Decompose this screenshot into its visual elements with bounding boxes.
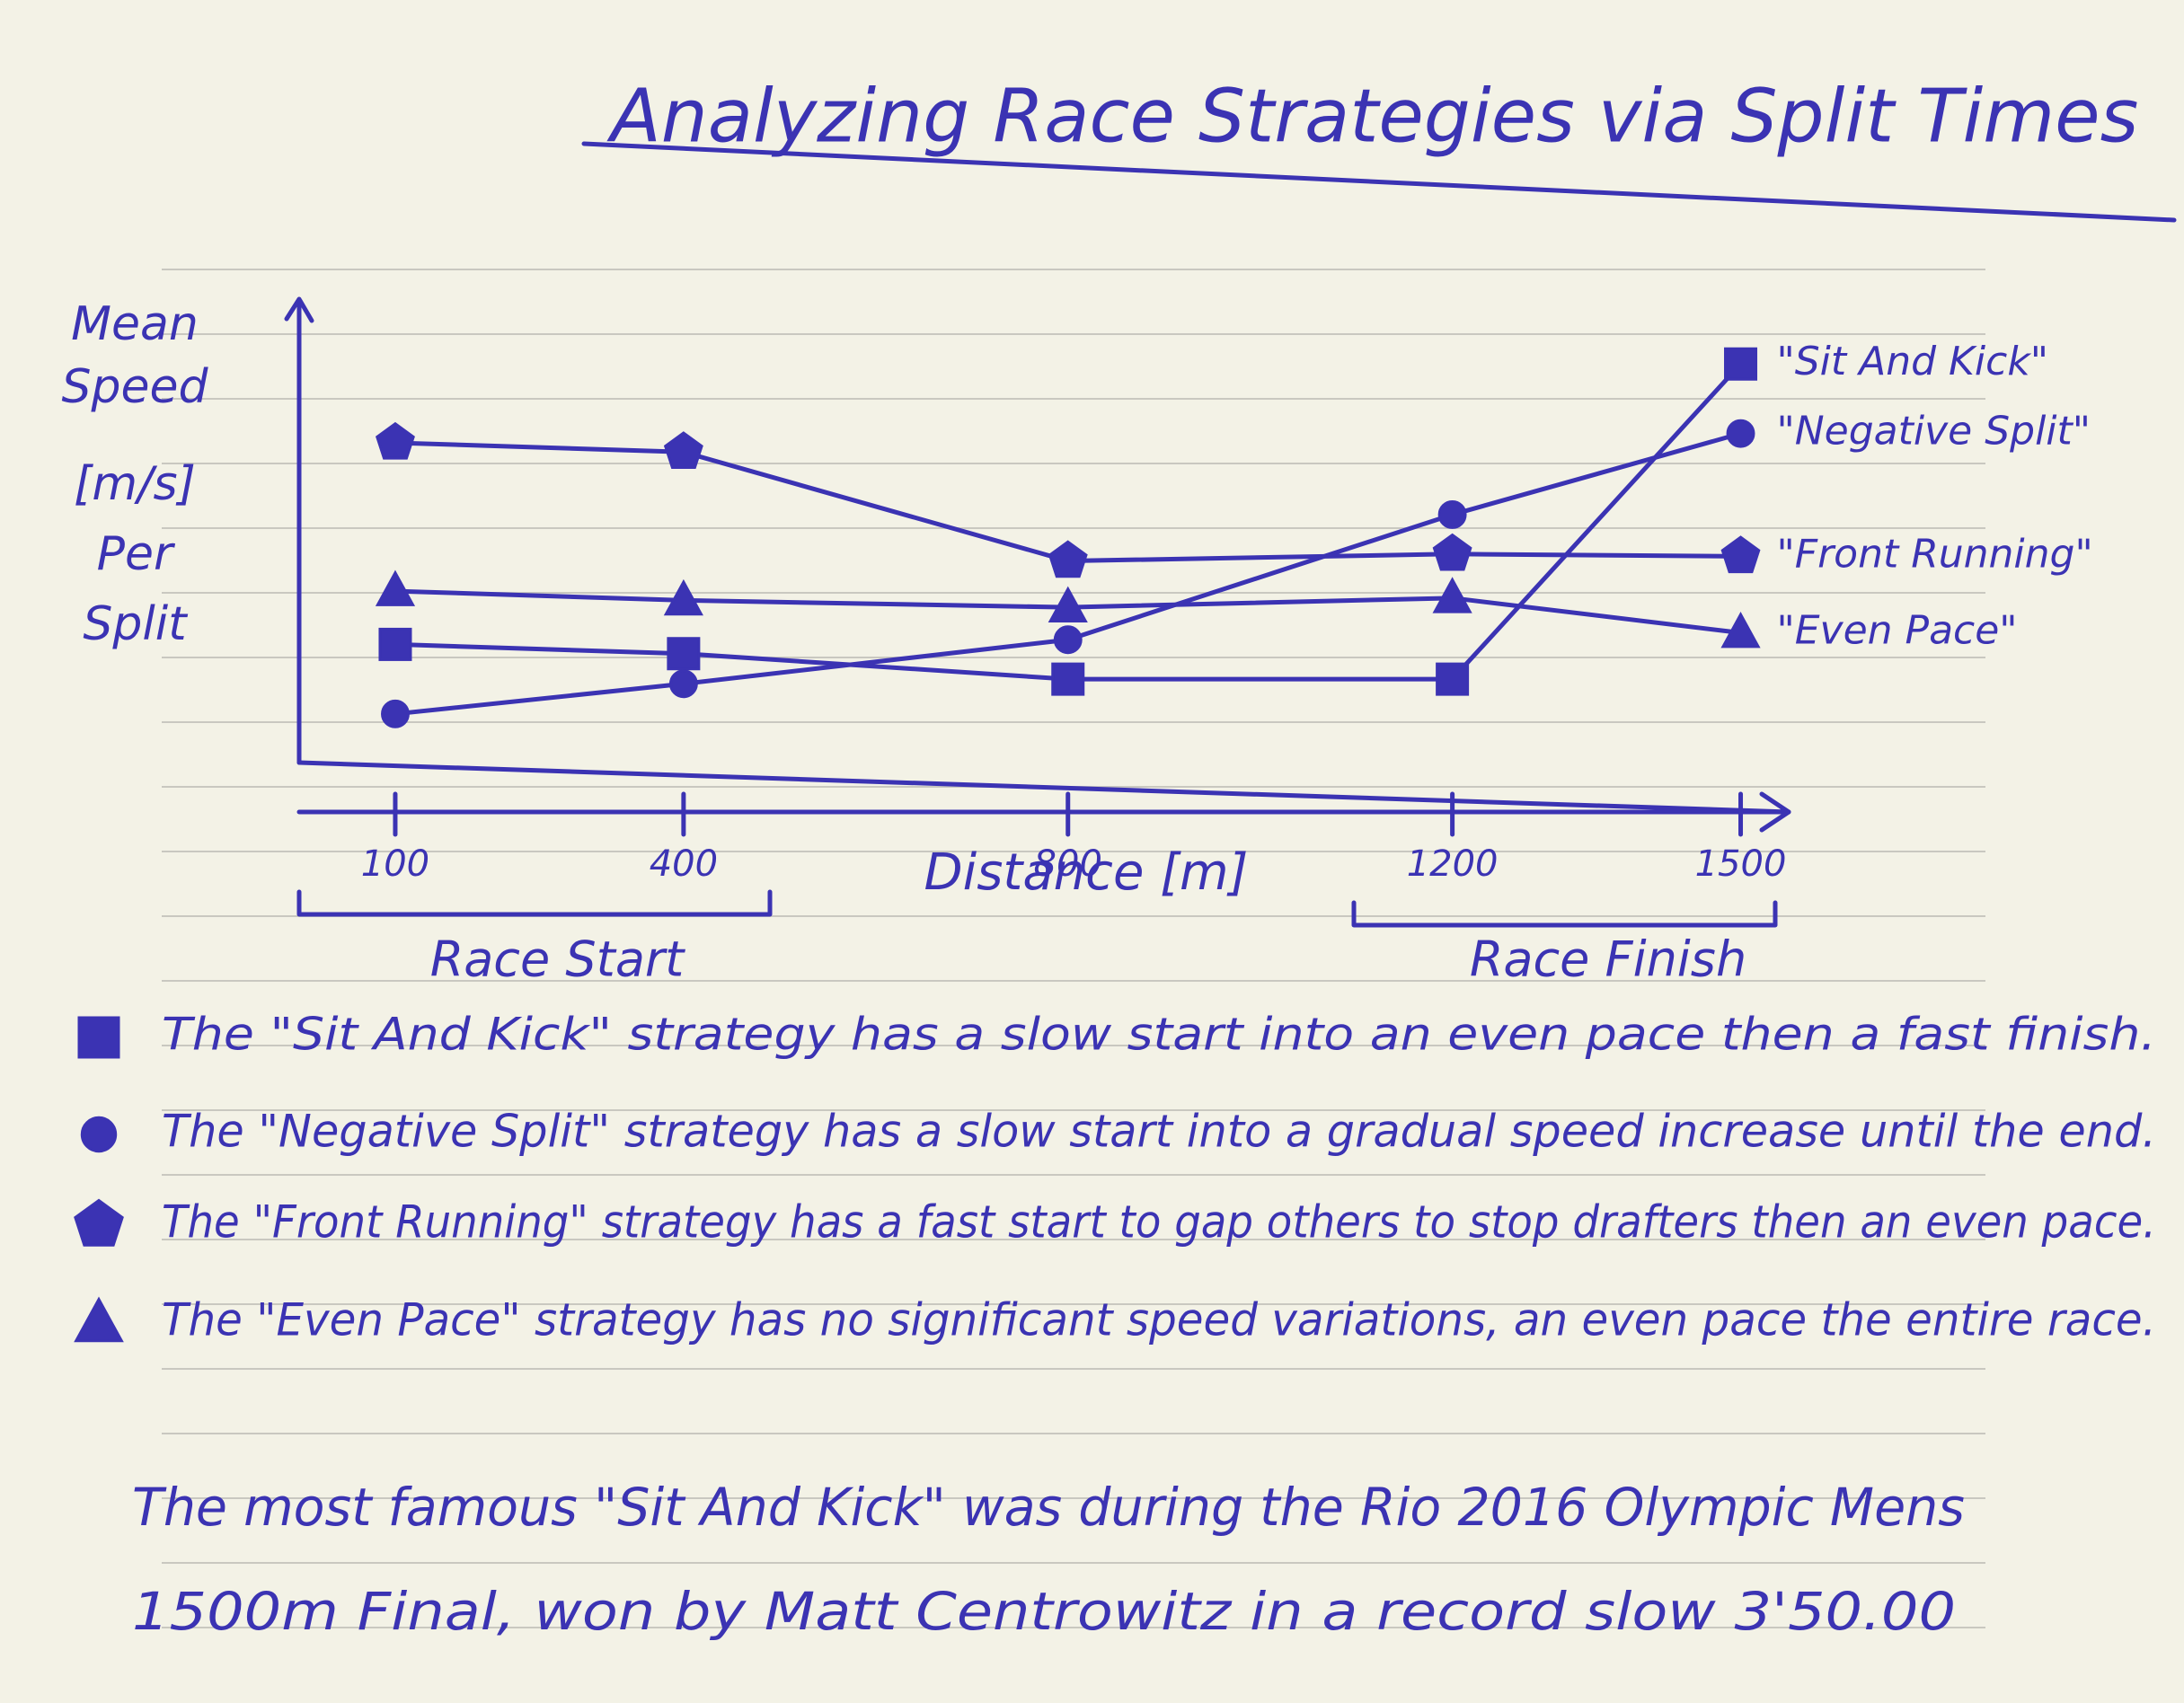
marker-triangle: [375, 569, 416, 606]
chart-title: Analyzing Race Strategies via Split Time…: [606, 74, 2139, 159]
marker-circle: [381, 699, 410, 728]
x-tick-label: 1200: [1407, 843, 1499, 885]
marker-pentagon: [1432, 533, 1472, 571]
marker-circle: [668, 669, 698, 699]
legend-label: "Negative Split": [1777, 409, 2091, 454]
x-tick-label: 100: [361, 843, 429, 885]
marker-triangle: [1048, 586, 1088, 622]
marker-circle: [1437, 499, 1467, 529]
marker-circle: [1726, 419, 1755, 448]
ruled-lines: [162, 269, 1985, 1628]
legend-label: "Sit And Kick": [1777, 339, 2049, 384]
marker-square: [77, 1016, 120, 1059]
marker-square: [1051, 662, 1085, 696]
x-tick-label: 800: [1034, 843, 1102, 885]
y-axis-label: [m/s]: [74, 457, 196, 511]
y-axis: [284, 296, 314, 765]
legend-label: "Even Pace": [1777, 608, 2018, 654]
marker-square: [1436, 662, 1470, 696]
footnote: 1500m Final, won by Matt Centrowitz in a…: [132, 1581, 1956, 1642]
marker-pentagon: [1720, 535, 1761, 574]
footnote: The most famous "Sit And Kick" was durin…: [132, 1477, 1965, 1538]
marker-circle: [80, 1116, 118, 1153]
marker-pentagon: [74, 1198, 124, 1247]
marker-square: [667, 637, 701, 671]
y-axis-label: Mean: [71, 297, 199, 351]
note: The "Negative Split" strategy has a slow…: [162, 1106, 2156, 1158]
bracket: [1351, 900, 1778, 928]
y-axis-label: Split: [83, 597, 188, 651]
marker-pentagon: [375, 421, 415, 460]
note: The "Front Running" strategy has a fast …: [162, 1196, 2156, 1249]
marker-triangle: [1432, 577, 1472, 613]
marker-pentagon: [663, 431, 703, 469]
legend-label: "Front Running": [1777, 531, 2093, 577]
x-axis-label: Distance [m]: [924, 843, 1249, 902]
marker-triangle: [663, 578, 703, 616]
bracket: [296, 889, 773, 917]
x-tick-label: 400: [650, 843, 718, 885]
title-underline: [581, 141, 2177, 223]
marker-triangle: [74, 1296, 124, 1343]
marker-circle: [1053, 625, 1083, 655]
y-axis-label: Per: [97, 527, 176, 581]
marker-square: [378, 627, 412, 661]
marker-square: [1724, 347, 1758, 381]
annotation: Race Finish: [1470, 931, 1746, 988]
annotation: Race Start: [430, 931, 685, 988]
marker-triangle: [1720, 611, 1761, 649]
note: The "Even Pace" strategy has no signific…: [162, 1294, 2156, 1346]
y-axis-label: Speed: [61, 360, 208, 414]
marker-pentagon: [1048, 540, 1088, 578]
note: The "Sit And Kick" strategy has a slow s…: [162, 1009, 2156, 1061]
x-tick-label: 1500: [1695, 843, 1787, 885]
